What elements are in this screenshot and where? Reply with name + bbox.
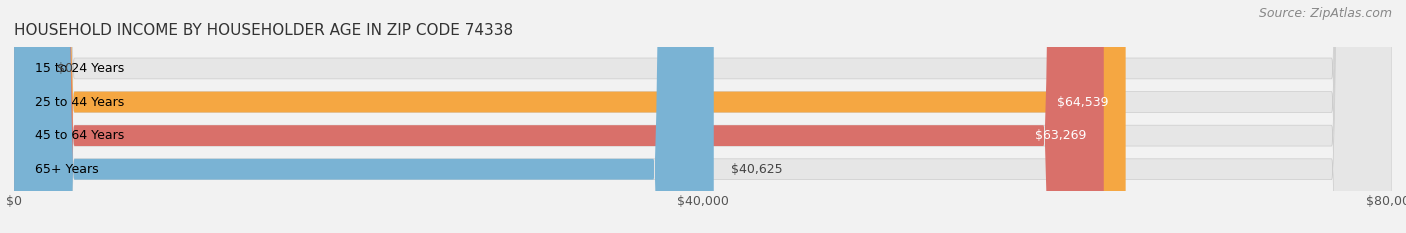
FancyBboxPatch shape xyxy=(14,0,1392,233)
Text: 15 to 24 Years: 15 to 24 Years xyxy=(35,62,124,75)
Text: $63,269: $63,269 xyxy=(1035,129,1087,142)
Text: $0: $0 xyxy=(58,62,73,75)
FancyBboxPatch shape xyxy=(14,0,1392,233)
FancyBboxPatch shape xyxy=(14,0,1392,233)
FancyBboxPatch shape xyxy=(14,0,1392,233)
FancyBboxPatch shape xyxy=(14,0,1126,233)
Text: 45 to 64 Years: 45 to 64 Years xyxy=(35,129,124,142)
Text: 65+ Years: 65+ Years xyxy=(35,163,98,176)
FancyBboxPatch shape xyxy=(14,0,714,233)
Text: 25 to 44 Years: 25 to 44 Years xyxy=(35,96,124,109)
Text: $64,539: $64,539 xyxy=(1057,96,1108,109)
Text: HOUSEHOLD INCOME BY HOUSEHOLDER AGE IN ZIP CODE 74338: HOUSEHOLD INCOME BY HOUSEHOLDER AGE IN Z… xyxy=(14,24,513,38)
Text: $40,625: $40,625 xyxy=(731,163,783,176)
Text: Source: ZipAtlas.com: Source: ZipAtlas.com xyxy=(1258,7,1392,20)
FancyBboxPatch shape xyxy=(14,0,1104,233)
